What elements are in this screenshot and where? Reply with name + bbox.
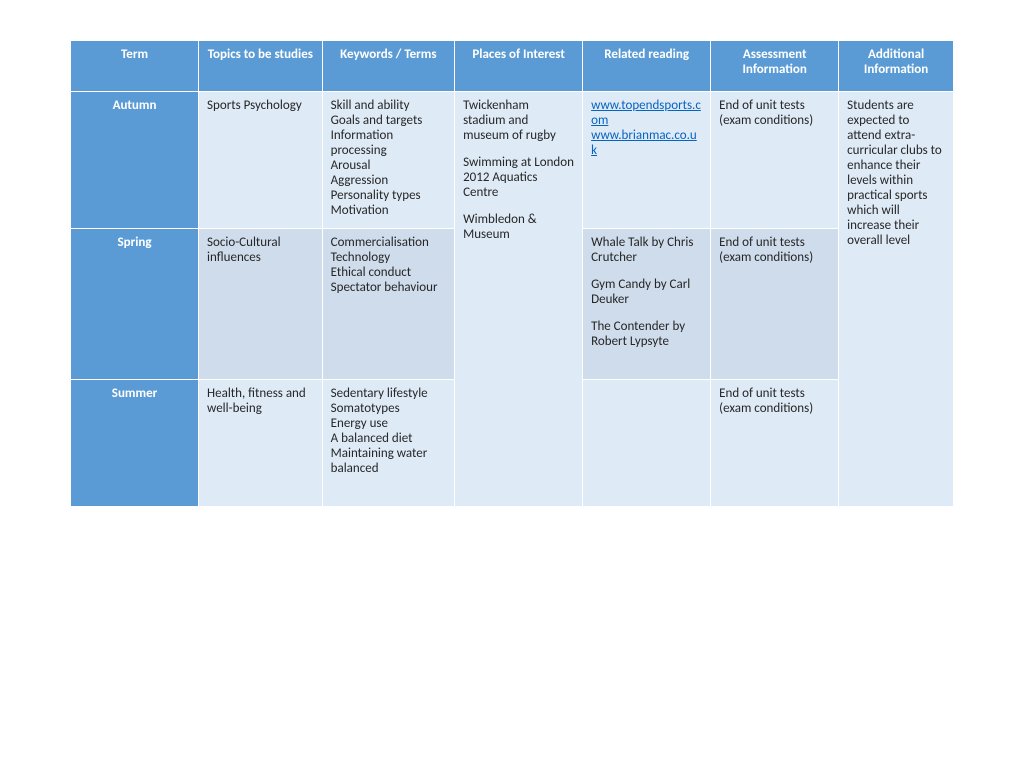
keywords-spring: CommercialisationTechnologyEthical condu… — [322, 229, 454, 380]
link-topendsports[interactable]: www.topendsports.com — [591, 98, 701, 128]
curriculum-table: Term Topics to be studies Keywords / Ter… — [70, 40, 954, 507]
topics-spring: Socio-Cultural influences — [199, 229, 323, 380]
keywords-summer: Sedentary lifestyleSomatotypesEnergy use… — [322, 380, 454, 507]
topics-autumn: Sports Psychology — [199, 92, 323, 229]
col-reading: Related reading — [583, 41, 711, 92]
reading-spring: Whale Talk by Chris Crutcher Gym Candy b… — [583, 229, 711, 380]
link-brianmac[interactable]: www.brianmac.co.uk — [591, 128, 697, 158]
col-places: Places of Interest — [455, 41, 583, 92]
keywords-autumn: Skill and abilityGoals and targetsInform… — [322, 92, 454, 229]
additional-cell: Students are expected to attend extra-cu… — [839, 92, 954, 507]
places-p2: Swimming at London 2012 Aquatics Centre — [463, 155, 574, 200]
places-p1: Twickenham stadium and museum of rugby — [463, 98, 574, 143]
col-term: Term — [71, 41, 199, 92]
topics-summer: Health, fitness and well-being — [199, 380, 323, 507]
reading-spring-p3: The Contender by Robert Lypsyte — [591, 319, 702, 349]
col-assessment: Assessment Information — [711, 41, 839, 92]
row-autumn: Autumn Sports Psychology Skill and abili… — [71, 92, 954, 229]
col-keywords: Keywords / Terms — [322, 41, 454, 92]
col-topics: Topics to be studies — [199, 41, 323, 92]
reading-spring-p1: Whale Talk by Chris Crutcher — [591, 235, 702, 265]
assessment-summer: End of unit tests (exam conditions) — [711, 380, 839, 507]
reading-autumn: www.topendsports.com www.brianmac.co.uk — [583, 92, 711, 229]
assessment-autumn: End of unit tests (exam conditions) — [711, 92, 839, 229]
reading-spring-p2: Gym Candy by Carl Deuker — [591, 277, 702, 307]
assessment-spring: End of unit tests (exam conditions) — [711, 229, 839, 380]
header-row: Term Topics to be studies Keywords / Ter… — [71, 41, 954, 92]
term-autumn: Autumn — [71, 92, 199, 229]
reading-summer — [583, 380, 711, 507]
term-summer: Summer — [71, 380, 199, 507]
term-spring: Spring — [71, 229, 199, 380]
col-additional: Additional Information — [839, 41, 954, 92]
places-cell: Twickenham stadium and museum of rugby S… — [455, 92, 583, 507]
places-p3: Wimbledon & Museum — [463, 212, 574, 242]
